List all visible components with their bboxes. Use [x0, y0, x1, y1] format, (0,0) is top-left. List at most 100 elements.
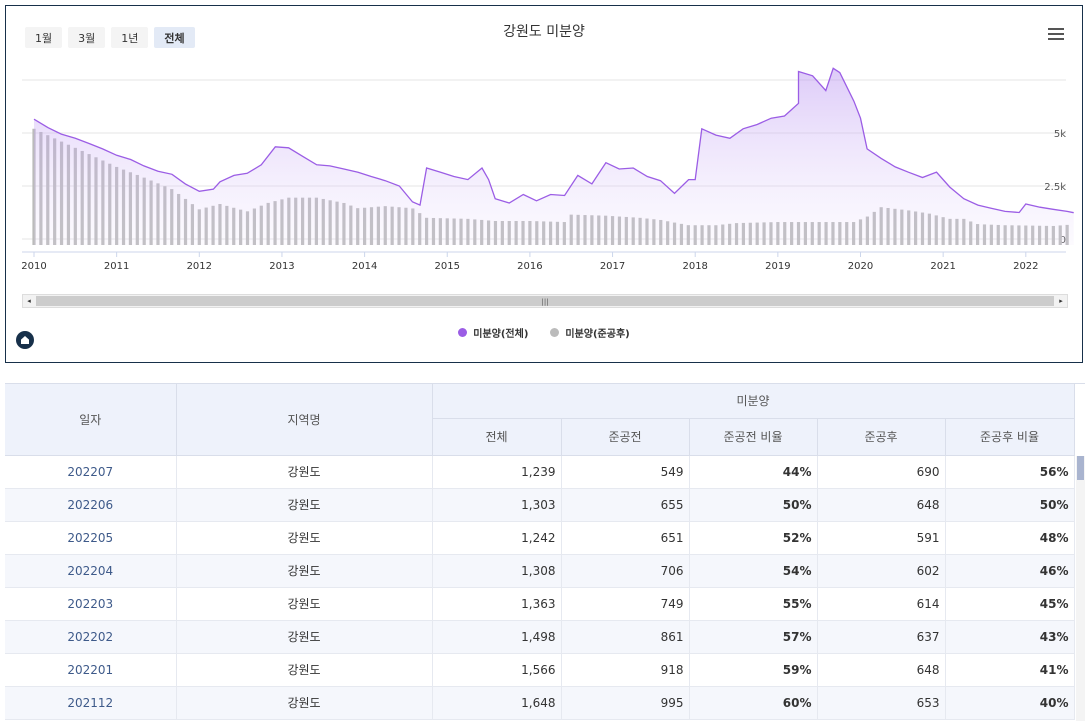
logo-icon[interactable]: [16, 331, 34, 349]
col-header-pre[interactable]: 준공전: [561, 418, 690, 456]
cell-date[interactable]: 202205: [5, 521, 177, 555]
cell-date[interactable]: 202204: [5, 554, 177, 588]
cell-post: 690: [817, 455, 946, 489]
table-row[interactable]: 202201 강원도 1,566 918 59% 648 41%: [5, 653, 1075, 687]
cell-post-ratio: 48%: [945, 521, 1075, 555]
col-header-pre-ratio[interactable]: 준공전 비율: [689, 418, 818, 456]
cell-region: 강원도: [176, 488, 433, 522]
cell-post-ratio: 50%: [945, 488, 1075, 522]
cell-post: 602: [817, 554, 946, 588]
cell-total: 1,303: [432, 488, 562, 522]
cell-total: 1,566: [432, 653, 562, 687]
menu-icon[interactable]: [1048, 28, 1064, 40]
cell-region: 강원도: [176, 554, 433, 588]
col-header-total[interactable]: 전체: [432, 418, 562, 456]
cell-post: 648: [817, 488, 946, 522]
scroll-track[interactable]: |||: [36, 296, 1054, 306]
data-table: 일자 지역명 미분양 전체 준공전 준공전 비율 준공후 준공후 비율 2022…: [5, 384, 1075, 720]
cell-total: 1,498: [432, 620, 562, 654]
legend-item-post[interactable]: 미분양(준공후): [550, 325, 630, 340]
cell-date[interactable]: 202206: [5, 488, 177, 522]
x-tick-label: 2022: [1013, 261, 1038, 272]
x-tick-label: 2019: [765, 261, 790, 272]
range-button-1[interactable]: 3월: [68, 27, 106, 48]
y-tick-label: 5k: [1054, 129, 1066, 140]
cell-date[interactable]: 202202: [5, 620, 177, 654]
col-header-post-ratio[interactable]: 준공후 비율: [945, 418, 1075, 456]
table-row[interactable]: 202203 강원도 1,363 749 55% 614 45%: [5, 587, 1075, 621]
table-row[interactable]: 202202 강원도 1,498 861 57% 637 43%: [5, 620, 1075, 654]
cell-post-ratio: 43%: [945, 620, 1075, 654]
chart-legend: 미분양(전체) 미분양(준공후): [6, 325, 1082, 340]
x-tick-label: 2016: [517, 261, 542, 272]
legend-item-total[interactable]: 미분양(전체): [458, 325, 528, 340]
x-tick-label: 2011: [104, 261, 129, 272]
cell-region: 강원도: [176, 620, 433, 654]
cell-pre-ratio: 57%: [689, 620, 818, 654]
cell-pre: 706: [561, 554, 690, 588]
cell-pre: 549: [561, 455, 690, 489]
range-button-3[interactable]: 전체: [154, 27, 195, 48]
col-header-post[interactable]: 준공후: [817, 418, 946, 456]
scroll-grip-icon[interactable]: |||: [541, 298, 549, 306]
table-row[interactable]: 202112 강원도 1,648 995 60% 653 40%: [5, 686, 1075, 720]
col-header-region[interactable]: 지역명: [176, 384, 433, 456]
cell-date[interactable]: 202201: [5, 653, 177, 687]
range-button-0[interactable]: 1월: [25, 27, 63, 48]
cell-date[interactable]: 202207: [5, 455, 177, 489]
cell-region: 강원도: [176, 653, 433, 687]
cell-pre-ratio: 59%: [689, 653, 818, 687]
table-scroll-thumb[interactable]: [1077, 456, 1084, 480]
cell-date[interactable]: 202112: [5, 686, 177, 720]
cell-total: 1,242: [432, 521, 562, 555]
cell-pre-ratio: 52%: [689, 521, 818, 555]
table-row[interactable]: 202207 강원도 1,239 549 44% 690 56%: [5, 455, 1075, 489]
cell-pre: 995: [561, 686, 690, 720]
cell-post: 648: [817, 653, 946, 687]
col-group-header: 미분양: [432, 384, 1075, 419]
range-button-2[interactable]: 1년: [111, 27, 149, 48]
scroll-left-icon[interactable]: ◂: [27, 297, 31, 305]
cell-pre-ratio: 44%: [689, 455, 818, 489]
cell-post-ratio: 40%: [945, 686, 1075, 720]
cell-region: 강원도: [176, 455, 433, 489]
cell-total: 1,239: [432, 455, 562, 489]
x-tick-label: 2013: [269, 261, 294, 272]
scroll-right-icon[interactable]: ▸: [1059, 297, 1063, 305]
table-body: 202207 강원도 1,239 549 44% 690 56% 202206 강원도 1,303…: [5, 455, 1075, 720]
cell-date[interactable]: 202203: [5, 587, 177, 621]
cell-pre: 651: [561, 521, 690, 555]
x-tick-label: 2018: [682, 261, 707, 272]
cell-pre: 749: [561, 587, 690, 621]
cell-post-ratio: 41%: [945, 653, 1075, 687]
cell-post: 614: [817, 587, 946, 621]
data-table-container: 일자 지역명 미분양 전체 준공전 준공전 비율 준공후 준공후 비율 2022…: [5, 383, 1085, 721]
chart-scrollbar[interactable]: ◂ ||| ▸: [22, 294, 1068, 308]
table-scrollbar[interactable]: [1076, 456, 1085, 721]
x-tick-label: 2010: [21, 261, 46, 272]
x-tick-label: 2012: [187, 261, 212, 272]
cell-region: 강원도: [176, 521, 433, 555]
chart-title: 강원도 미분양: [503, 24, 585, 40]
table-row[interactable]: 202206 강원도 1,303 655 50% 648 50%: [5, 488, 1075, 522]
table-row[interactable]: 202205 강원도 1,242 651 52% 591 48%: [5, 521, 1075, 555]
line-total: [33, 67, 1074, 214]
cell-post-ratio: 45%: [945, 587, 1075, 621]
col-header-date[interactable]: 일자: [5, 384, 177, 456]
cell-total: 1,308: [432, 554, 562, 588]
cell-pre-ratio: 50%: [689, 488, 818, 522]
x-tick-label: 2014: [352, 261, 377, 272]
cell-post-ratio: 46%: [945, 554, 1075, 588]
x-tick-label: 2020: [848, 261, 873, 272]
cell-pre: 861: [561, 620, 690, 654]
cell-region: 강원도: [176, 686, 433, 720]
cell-post: 637: [817, 620, 946, 654]
legend-label-total: 미분양(전체): [473, 329, 529, 340]
cell-post: 653: [817, 686, 946, 720]
legend-dot-total: [458, 328, 468, 337]
cell-region: 강원도: [176, 587, 433, 621]
table-row[interactable]: 202204 강원도 1,308 706 54% 602 46%: [5, 554, 1075, 588]
cell-pre: 918: [561, 653, 690, 687]
x-tick-label: 2021: [930, 261, 955, 272]
